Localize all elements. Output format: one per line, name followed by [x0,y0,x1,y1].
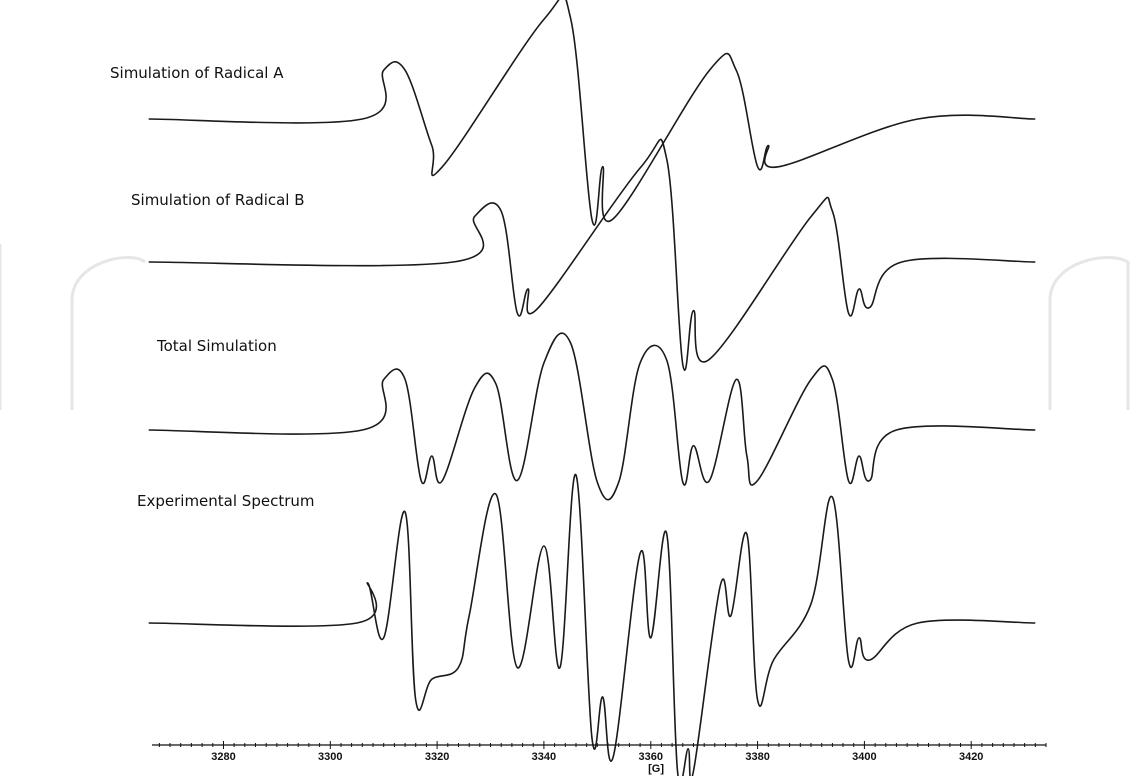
x-tick-label: 3340 [532,751,556,763]
x-tick-label: 3400 [852,751,876,763]
series-line-3 [148,332,1036,501]
series-label: Simulation of Radical B [131,191,305,209]
x-axis-label: [G] [648,763,664,775]
x-tick-label: 3360 [639,751,663,763]
x-tick-label: 3280 [211,751,235,763]
x-tick-label: 3300 [318,751,342,763]
x-axis: 3280 3300 3320 3340 3360 3380 3400 3420 [G] [152,741,1047,775]
series-label: Total Simulation [156,337,277,355]
series-line-2 [148,138,1036,371]
watermark [0,244,1130,410]
x-tick-label: 3320 [425,751,449,763]
watermark-stroke [70,256,146,410]
series-label: Simulation of Radical A [110,64,284,82]
series-labels: Simulation of Radical A Simulation of Rad… [110,64,314,510]
series-label: Experimental Spectrum [137,492,314,510]
x-tick-label: 3380 [745,751,769,763]
series-line-4 [148,474,1036,776]
series-line-1 [148,0,1036,226]
spectra-traces [148,0,1036,776]
x-tick-label: 3420 [959,751,983,763]
watermark-stroke [1048,256,1130,410]
